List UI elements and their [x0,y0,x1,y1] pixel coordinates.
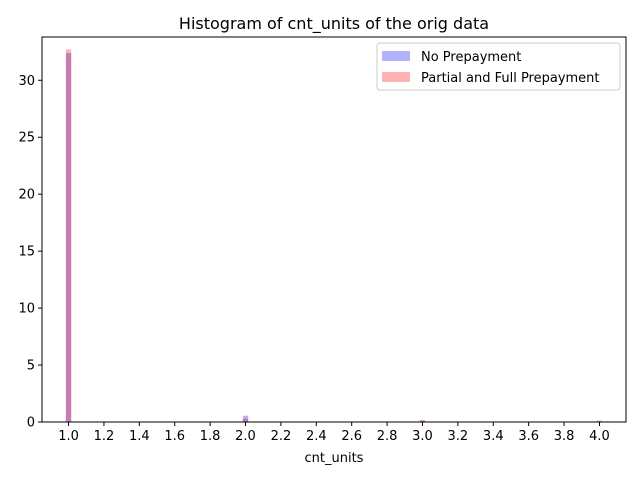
legend-frame [376,42,621,91]
bar-series-1-bin-1 [242,418,249,422]
legend-label-no-prepayment: No Prepayment [421,50,521,65]
y-tick-label: 25 [18,131,35,146]
bar-series-1-bin-2 [419,419,426,422]
plot-area-frame [41,36,627,423]
y-axis-ticks: 0 5 10 15 20 25 30 [18,74,42,431]
x-tick-label: 3.4 [483,429,504,444]
x-tick-label: 4.0 [589,429,610,444]
y-tick-label: 10 [18,302,35,317]
x-tick-label: 2.8 [377,429,398,444]
x-tick-label: 2.6 [341,429,362,444]
x-axis-ticks: 1.0 1.2 1.4 1.6 1.8 2.0 2.2 2.4 2.6 2.8 3.0 3.2 3.4 3… [58,422,610,444]
bar-series-0-bin-1 [242,415,249,422]
x-tick-label: 2.0 [235,429,256,444]
legend-label-partial-full-prepayment: Partial and Full Prepayment [421,71,600,86]
x-tick-label: 1.6 [164,429,185,444]
y-tick-label: 15 [18,245,35,260]
x-tick-label: 1.0 [58,429,79,444]
y-tick-label: 5 [27,359,35,374]
x-tick-label: 3.8 [554,429,575,444]
chart-title: Histogram of cnt_units of the orig data [179,14,489,34]
y-tick-label: 30 [18,74,35,89]
x-tick-label: 2.4 [306,429,327,444]
bar-series-0-bin-2 [419,420,426,422]
legend: No Prepayment Partial and Full Prepaymen… [376,42,621,91]
legend-swatch-no-prepayment [382,51,410,61]
x-tick-label: 3.6 [518,429,539,444]
x-axis-label: cnt_units [305,451,364,466]
legend-swatch-partial-full-prepayment [382,72,410,82]
bar-series-0-bin-3 [596,420,603,422]
y-tick-label: 20 [18,188,35,203]
x-tick-label: 1.8 [200,429,221,444]
x-tick-label: 3.2 [448,429,469,444]
x-tick-label: 3.0 [412,429,433,444]
bar-series-0-bin-0 [65,52,72,422]
y-tick-label: 0 [27,416,35,431]
x-tick-label: 2.2 [271,429,292,444]
x-tick-label: 1.4 [129,429,150,444]
x-tick-label: 1.2 [94,429,115,444]
bar-series-1-bin-0 [65,49,72,422]
